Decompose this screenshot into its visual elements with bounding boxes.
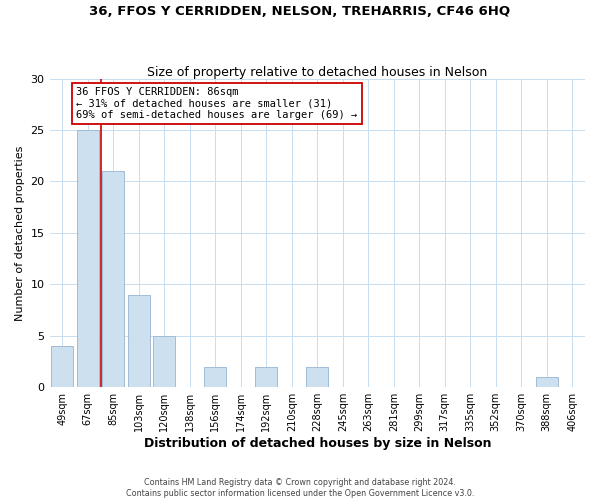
Bar	[52, 346, 73, 387]
Text: 36 FFOS Y CERRIDDEN: 86sqm
← 31% of detached houses are smaller (31)
69% of semi: 36 FFOS Y CERRIDDEN: 86sqm ← 31% of deta…	[76, 86, 358, 120]
Bar	[307, 366, 328, 387]
Text: 36, FFOS Y CERRIDDEN, NELSON, TREHARRIS, CF46 6HQ: 36, FFOS Y CERRIDDEN, NELSON, TREHARRIS,…	[89, 5, 511, 18]
Bar	[205, 366, 226, 387]
Bar	[256, 366, 277, 387]
Bar	[103, 171, 124, 387]
Text: Contains HM Land Registry data © Crown copyright and database right 2024.
Contai: Contains HM Land Registry data © Crown c…	[126, 478, 474, 498]
Y-axis label: Number of detached properties: Number of detached properties	[15, 145, 25, 320]
X-axis label: Distribution of detached houses by size in Nelson: Distribution of detached houses by size …	[143, 437, 491, 450]
Bar	[154, 336, 175, 387]
Title: Size of property relative to detached houses in Nelson: Size of property relative to detached ho…	[147, 66, 487, 78]
Bar	[77, 130, 98, 387]
Bar	[128, 294, 149, 387]
Bar	[536, 377, 557, 387]
